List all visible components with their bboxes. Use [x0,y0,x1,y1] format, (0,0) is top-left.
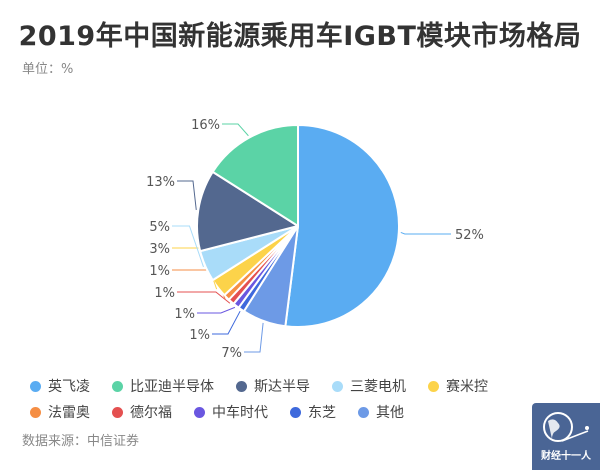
legend-item-德尔福[interactable]: 德尔福 [112,403,172,421]
legend-label: 三菱电机 [350,379,406,395]
legend-label: 英飞凌 [48,379,90,395]
pie-slice-比亚迪半导体 [211,124,299,227]
leader-line-德尔福 [177,291,231,304]
legend-dot-icon [30,380,41,392]
unit-label: 单位：% [22,62,74,77]
data-label-三菱电机: 5% [149,220,170,235]
legend-dot-icon [290,406,301,418]
legend-dot-icon [30,406,41,418]
legend-label: 法雷奥 [48,405,90,421]
legend-label: 东芝 [308,405,336,421]
legend-dot-icon [194,406,205,418]
data-label-英飞凌: 52% [455,228,484,243]
legend-item-三菱电机[interactable]: 三菱电机 [332,377,406,395]
pie-chart: 52% 7% 1% 1% 1% 1% 3% 5% 13% 16% [146,118,484,361]
pie-slice-斯达半导 [196,170,299,253]
logo-text: 财经十一人 [541,451,591,462]
legend-label: 斯达半导 [254,379,310,395]
data-source: 数据来源：中信证券 [22,434,140,449]
legend-dot-icon [332,380,343,392]
legend-item-比亚迪半导体[interactable]: 比亚迪半导体 [112,377,214,395]
data-label-斯达半导: 13% [146,175,175,190]
pie-slice-英飞凌 [284,124,400,328]
data-label-赛米控: 3% [149,242,170,257]
leader-line-英飞凌 [400,232,451,235]
data-label-法雷奥: 1% [149,264,170,279]
legend-label: 中车时代 [212,405,268,421]
legend-item-其他[interactable]: 其他 [358,403,404,421]
data-label-比亚迪半导体: 16% [191,118,220,133]
leader-line-三菱电机 [172,225,204,268]
legend-dot-icon [236,380,247,392]
leader-line-中车时代 [197,306,236,314]
leader-line-斯达半导 [177,180,197,210]
data-label-德尔福: 1% [154,286,175,301]
data-label-中车时代: 1% [174,307,195,322]
legend-dot-icon [112,380,123,392]
legend-label: 德尔福 [130,405,172,421]
legend-label: 赛米控 [446,379,488,395]
legend-label: 比亚迪半导体 [130,379,214,395]
data-label-其他: 7% [221,346,242,361]
legend: 英飞凌 比亚迪半导体 斯达半导 三菱电机 赛米控法雷奥 德尔福 中车时代 东芝 其他 [30,377,570,421]
legend-dot-icon [358,406,369,418]
legend-dot-icon [428,380,439,392]
leader-line-比亚迪半导体 [222,123,249,137]
logo: 财经十一人 [532,403,600,470]
legend-dot-icon [112,406,123,418]
legend-item-赛米控[interactable]: 赛米控 [428,377,488,395]
legend-item-法雷奥[interactable]: 法雷奥 [30,403,90,421]
legend-label: 其他 [376,405,404,421]
legend-item-斯达半导[interactable]: 斯达半导 [236,377,310,395]
legend-item-英飞凌[interactable]: 英飞凌 [30,377,90,395]
leader-line-东芝 [212,310,241,335]
legend-item-东芝[interactable]: 东芝 [290,403,336,421]
data-label-东芝: 1% [189,328,210,343]
leader-line-其他 [244,322,264,353]
globe-icon [543,412,589,442]
chart-title: 2019年中国新能源乘用车IGBT模块市场格局 [18,21,582,52]
legend-item-中车时代[interactable]: 中车时代 [194,403,268,421]
